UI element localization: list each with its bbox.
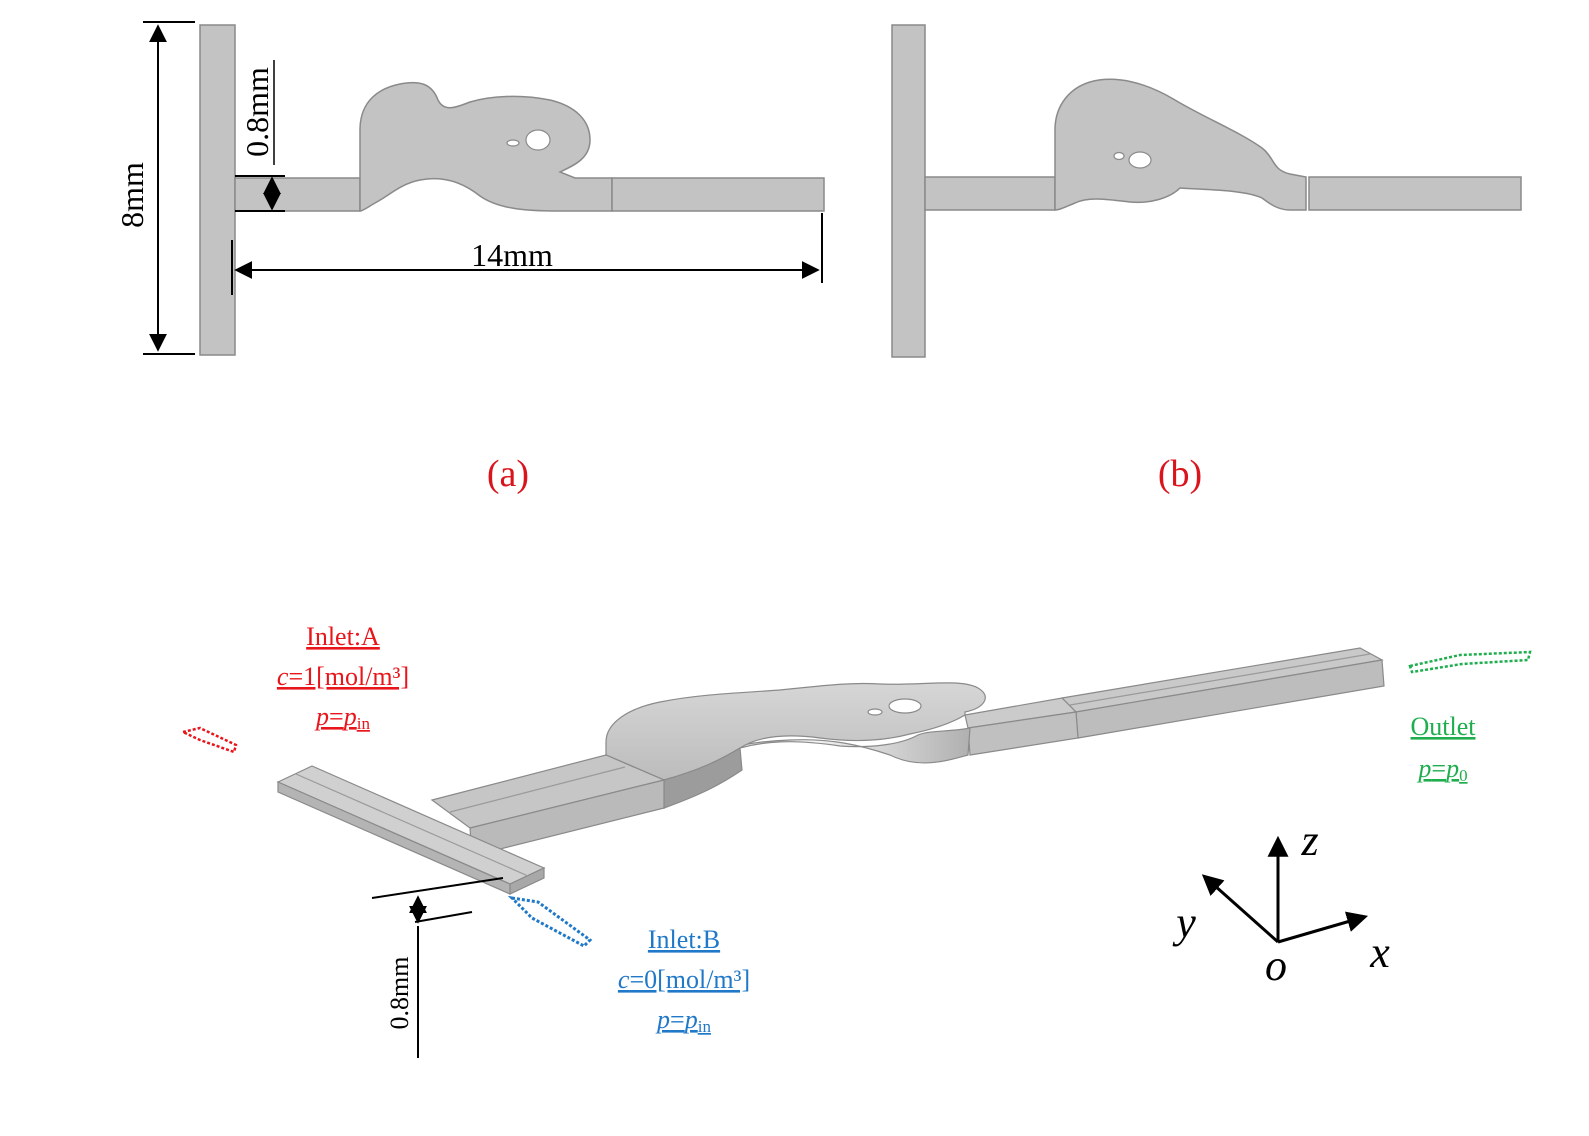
panel-b-mixer-chamber (1054, 78, 1307, 211)
model-inlet-bar (276, 765, 546, 895)
axis-labels: z y x o (1172, 816, 1390, 990)
panel-a-hole-large (525, 129, 551, 151)
axis-label-origin: o (1265, 941, 1287, 990)
panel-b-outlet-channel (1308, 176, 1522, 211)
panel-a-dim-length-label: 14mm (471, 237, 553, 273)
model-inlet-channel (430, 754, 666, 857)
panel-a-dim-height (143, 21, 195, 355)
inlet-b-pressure: p=pin (655, 1005, 711, 1036)
panel-b-hole-large (1128, 151, 1152, 169)
inlet-b-label-block: Inlet:B c=0[mol/m³] p=pin (618, 925, 750, 1036)
model-3d: 0.8mm Inlet:A c=1[mol/m³] p=pin Inlet:B … (179, 622, 1532, 1058)
panel-b-caption: (b) (1158, 453, 1202, 495)
inlet-a-arrow-icon (179, 726, 238, 754)
inlet-a-title: Inlet:A (306, 622, 380, 651)
model-dim-height-label: 0.8mm (385, 957, 414, 1030)
panel-a-inlet-channel (234, 177, 361, 212)
panel-b-holes (1113, 151, 1152, 169)
inlet-b-arrow-icon (507, 895, 593, 948)
model-mixer-chamber (605, 682, 986, 809)
inlet-a-pressure: p=pin (314, 702, 370, 733)
outlet-title: Outlet (1411, 712, 1477, 741)
inlet-a-concentration: c=1[mol/m³] (277, 662, 409, 691)
model-mid-channel (964, 697, 1079, 756)
panel-a-outlet-channel (611, 177, 825, 212)
model-outlet-channel (1060, 647, 1385, 739)
outlet-label-block: Outlet p=p0 (1411, 712, 1477, 785)
panel-a-inlet-bar (199, 24, 236, 356)
panel-a-dim-height-label: 8mm (114, 162, 150, 228)
panel-b-hole-small (1113, 151, 1125, 161)
panel-b-geometry (891, 24, 1522, 358)
axis-label-y: y (1172, 898, 1196, 947)
panel-b-inlet-bar (891, 24, 926, 358)
panel-a-mixer-chamber (359, 81, 613, 212)
panel-a-geometry (199, 24, 825, 356)
axis-label-z: z (1300, 816, 1318, 865)
inlet-b-title: Inlet:B (648, 925, 720, 954)
model-dim-height (371, 877, 504, 1058)
panel-a-holes (506, 129, 551, 151)
axis-label-x: x (1369, 928, 1390, 977)
model-hole-large (888, 698, 922, 714)
model-hole-small (867, 708, 883, 716)
inlet-a-label-block: Inlet:A c=1[mol/m³] p=pin (277, 622, 409, 733)
outlet-arrow-icon (1408, 650, 1532, 674)
panel-a-caption: (a) (487, 453, 529, 495)
panel-a-dim-width-label: 0.8mm (239, 67, 275, 157)
panel-a: 8mm 0.8mm 14mm (a) (114, 21, 825, 495)
panel-a-dim-length (231, 213, 823, 295)
panel-a-dim-width (235, 60, 285, 212)
outlet-pressure: p=p0 (1416, 754, 1467, 785)
axis-triad-icon (1201, 835, 1369, 944)
panel-b: (b) (891, 24, 1522, 495)
panel-a-hole-small (506, 139, 520, 147)
panel-b-inlet-channel (924, 176, 1056, 211)
inlet-b-concentration: c=0[mol/m³] (618, 965, 750, 994)
